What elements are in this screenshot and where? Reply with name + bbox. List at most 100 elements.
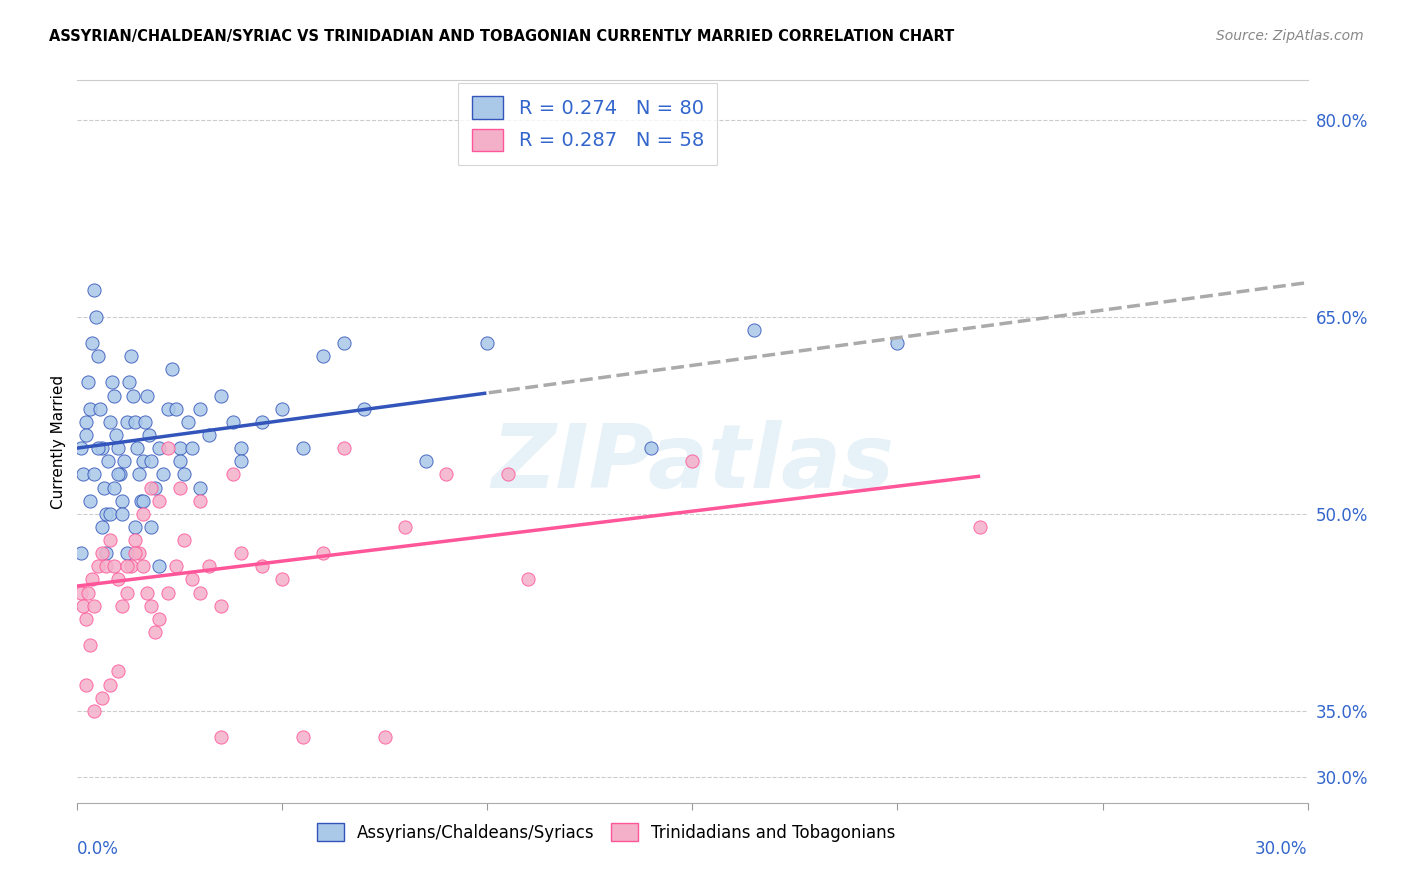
Point [143, 481, 166, 495]
Point [103, 388, 125, 402]
Point [188, 493, 212, 508]
Point [250, 559, 273, 574]
Point [141, 520, 163, 534]
Point [136, 388, 159, 402]
Point [173, 467, 195, 482]
Point [477, 336, 499, 351]
Point [70, 546, 93, 560]
Point [125, 441, 148, 455]
Point [70, 585, 93, 599]
Y-axis label: Currently Married: Currently Married [51, 375, 66, 508]
Point [101, 376, 124, 390]
Point [886, 336, 908, 351]
Text: ZIPatlas: ZIPatlas [491, 420, 894, 507]
Point [156, 585, 179, 599]
Text: Source: ZipAtlas.com: Source: ZipAtlas.com [1216, 29, 1364, 43]
Point [87, 349, 110, 363]
Point [169, 441, 191, 455]
Point [160, 362, 183, 376]
Point [496, 467, 519, 482]
Point [94, 559, 117, 574]
Point [165, 559, 187, 574]
Point [111, 599, 134, 613]
Point [291, 441, 314, 455]
Point [209, 599, 232, 613]
Point [115, 585, 138, 599]
Point [90, 546, 114, 560]
Point [115, 546, 138, 560]
Point [312, 546, 335, 560]
Point [84, 310, 107, 324]
Legend: Assyrians/Chaldeans/Syriacs, Trinidadians and Tobagonians: Assyrians/Chaldeans/Syriacs, Trinidadian… [311, 817, 903, 848]
Point [742, 323, 765, 337]
Point [291, 730, 314, 744]
Point [87, 441, 110, 455]
Point [93, 481, 115, 495]
Point [98, 415, 121, 429]
Point [271, 573, 294, 587]
Point [90, 690, 114, 705]
Point [90, 441, 114, 455]
Point [98, 507, 121, 521]
Point [111, 507, 134, 521]
Point [222, 467, 245, 482]
Point [156, 401, 179, 416]
Point [72, 467, 94, 482]
Point [152, 467, 174, 482]
Point [121, 388, 143, 402]
Point [169, 481, 191, 495]
Point [72, 599, 94, 613]
Point [250, 415, 273, 429]
Point [209, 730, 232, 744]
Point [188, 481, 212, 495]
Point [165, 401, 187, 416]
Point [188, 401, 212, 416]
Point [128, 546, 150, 560]
Point [83, 284, 105, 298]
Point [107, 467, 129, 482]
Point [83, 467, 105, 482]
Point [138, 428, 160, 442]
Point [79, 401, 101, 416]
Point [117, 376, 139, 390]
Text: ASSYRIAN/CHALDEAN/SYRIAC VS TRINIDADIAN AND TOBAGONIAN CURRENTLY MARRIED CORRELA: ASSYRIAN/CHALDEAN/SYRIAC VS TRINIDADIAN … [49, 29, 955, 44]
Point [75, 428, 97, 442]
Point [333, 441, 356, 455]
Point [640, 441, 662, 455]
Point [374, 730, 396, 744]
Point [132, 454, 155, 468]
Point [94, 546, 117, 560]
Point [517, 573, 540, 587]
Point [173, 533, 195, 547]
Point [79, 493, 101, 508]
Point [181, 441, 204, 455]
Point [124, 415, 146, 429]
Point [231, 454, 253, 468]
Point [231, 546, 253, 560]
Point [75, 677, 97, 691]
Point [120, 559, 142, 574]
Point [120, 349, 142, 363]
Point [969, 520, 991, 534]
Point [115, 559, 138, 574]
Point [148, 559, 170, 574]
Point [76, 376, 98, 390]
Point [136, 585, 159, 599]
Point [148, 441, 170, 455]
Point [98, 677, 121, 691]
Point [141, 481, 163, 495]
Point [129, 493, 152, 508]
Text: 30.0%: 30.0% [1256, 840, 1308, 858]
Point [110, 467, 132, 482]
Point [76, 585, 98, 599]
Point [312, 349, 335, 363]
Point [105, 428, 128, 442]
Point [394, 520, 416, 534]
Point [134, 415, 156, 429]
Point [103, 559, 125, 574]
Point [124, 520, 146, 534]
Point [156, 441, 179, 455]
Point [115, 415, 138, 429]
Point [209, 388, 232, 402]
Point [141, 454, 163, 468]
